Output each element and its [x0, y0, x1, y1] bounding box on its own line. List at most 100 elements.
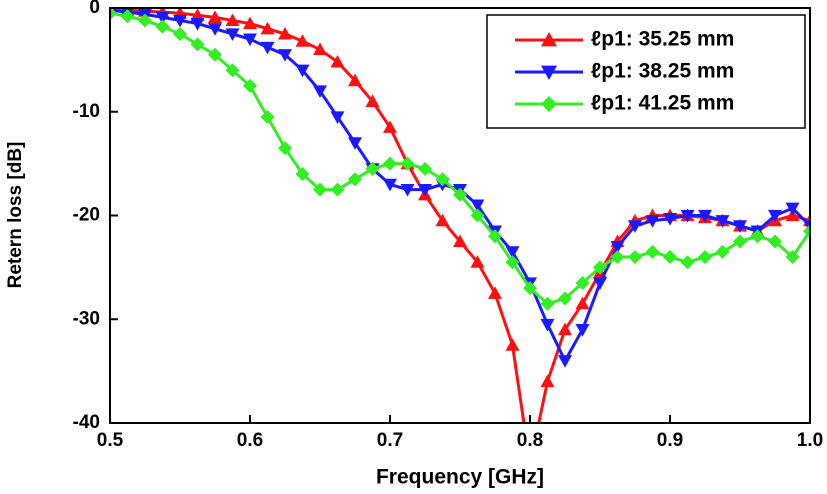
data-point [313, 85, 327, 98]
data-point [110, 8, 117, 21]
data-point [803, 220, 810, 233]
y-tick-label: -40 [73, 412, 100, 433]
data-point [313, 42, 327, 56]
data-point [243, 33, 257, 47]
data-point [330, 111, 345, 124]
data-point [768, 209, 782, 223]
data-point [383, 120, 397, 133]
y-tick-label: -20 [73, 205, 100, 226]
y-tick-label: -30 [73, 308, 100, 329]
legend-label: ℓp1: 35.25 mm [591, 28, 734, 51]
plot-area [110, 8, 810, 423]
x-tick-label: 0.5 [97, 430, 124, 451]
x-axis-label: Frequency [GHz] [376, 466, 544, 489]
data-point [435, 213, 450, 227]
data-point [715, 244, 730, 259]
data-point [400, 156, 415, 171]
y-axis-label: Retern loss [dB] [5, 142, 26, 289]
data-point [663, 250, 677, 264]
data-point [435, 172, 450, 187]
data-point [645, 244, 660, 259]
data-point [593, 260, 607, 275]
x-tick-label: 0.7 [377, 430, 403, 451]
data-point [715, 215, 730, 228]
data-point [733, 220, 747, 233]
data-point [295, 64, 310, 78]
data-point [383, 156, 397, 171]
data-point [488, 229, 502, 244]
data-point [208, 10, 222, 23]
data-point [558, 355, 572, 368]
data-point [663, 213, 677, 226]
data-point [208, 23, 222, 36]
data-point [295, 34, 310, 47]
data-point [575, 296, 590, 310]
data-point [225, 13, 240, 27]
data-point [505, 255, 520, 270]
legend-marker [541, 96, 557, 112]
data-point [470, 208, 485, 223]
data-point [260, 41, 275, 55]
data-point [278, 49, 292, 62]
data-point [383, 178, 397, 192]
data-point [453, 234, 467, 248]
data-point [348, 73, 362, 87]
legend-marker [541, 65, 557, 80]
data-point [278, 141, 292, 156]
data-point [680, 209, 695, 223]
data-point [313, 182, 327, 197]
data-point [628, 220, 642, 233]
data-point [733, 234, 747, 249]
data-point [488, 286, 502, 299]
data-point [523, 281, 537, 296]
data-point [348, 172, 362, 187]
data-point [593, 277, 607, 290]
data-point [120, 9, 135, 24]
data-point [453, 187, 467, 202]
data-point [698, 209, 712, 223]
data-point [768, 234, 782, 249]
legend-label: ℓp1: 41.25 mm [591, 92, 734, 115]
data-point [173, 26, 187, 41]
data-point [540, 318, 555, 332]
data-point [505, 338, 520, 351]
data-point [470, 255, 485, 268]
data-point [505, 246, 520, 259]
data-point [470, 199, 485, 213]
data-point [418, 161, 432, 176]
data-point [330, 182, 345, 197]
data-point [173, 14, 187, 28]
data-point [750, 229, 765, 244]
x-tick-label: 0.9 [657, 430, 683, 451]
data-point [225, 63, 240, 78]
data-point [645, 215, 660, 228]
data-point [575, 275, 590, 290]
data-point [138, 13, 152, 28]
data-point [558, 291, 572, 306]
data-point [190, 17, 205, 31]
data-point [295, 167, 310, 181]
data-point [190, 8, 205, 21]
data-point [243, 16, 257, 30]
data-point [260, 109, 275, 124]
data-point [243, 78, 257, 93]
data-point [785, 202, 800, 216]
legend-marker [541, 32, 557, 47]
data-point [610, 241, 625, 254]
data-point [540, 374, 555, 388]
data-point [365, 161, 380, 176]
legend-label: ℓp1: 38.25 mm [591, 60, 734, 83]
data-point [278, 26, 292, 40]
data-point [155, 11, 170, 25]
data-point [558, 322, 572, 336]
x-tick-label: 0.8 [517, 430, 543, 451]
data-point [575, 324, 590, 337]
data-point [400, 183, 415, 197]
data-point [208, 47, 222, 62]
data-point [698, 250, 712, 264]
data-point [260, 21, 275, 35]
data-point [155, 19, 170, 34]
data-point [610, 250, 625, 264]
data-point [365, 94, 380, 107]
